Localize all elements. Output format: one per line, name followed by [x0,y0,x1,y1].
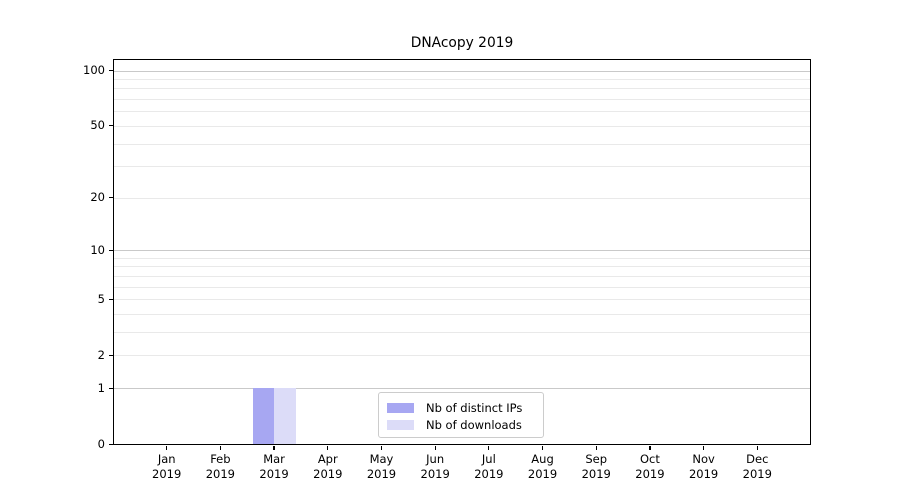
x-tick-mark [649,445,651,450]
legend: Nb of distinct IPs Nb of downloads [378,392,544,438]
gridline-minor [114,88,810,90]
x-tick-mark [756,445,758,450]
x-tick-label: Dec 2019 [742,451,772,481]
x-tick-label: Sep 2019 [581,451,611,481]
x-tick-label: Nov 2019 [688,451,719,481]
y-tick-label: 50 [90,118,105,133]
x-tick-label: May 2019 [366,451,397,481]
x-tick-mark [488,445,490,450]
gridline-minor [114,299,810,301]
gridline-minor [114,78,810,80]
gridline-major [114,250,810,252]
x-tick-label: Mar 2019 [259,451,289,481]
gridline-minor [114,197,810,199]
x-tick-label: Jun 2019 [420,451,450,481]
x-tick-label: Jul 2019 [474,451,504,481]
y-tick-mark [108,69,113,72]
x-tick-mark [703,445,705,450]
legend-label-distinct-ips: Nb of distinct IPs [426,400,523,415]
x-tick-label: Oct 2019 [635,451,665,481]
gridline-major [114,70,810,72]
legend-swatch-distinct-ips [387,402,414,413]
y-tick-label: 1 [97,380,105,395]
y-tick-label: 100 [83,63,105,77]
legend-row-downloads: Nb of downloads [387,416,543,433]
x-tick-mark [219,445,221,450]
gridline-minor [114,143,810,145]
x-tick-label: Aug 2019 [527,451,558,481]
gridline-minor [114,257,810,259]
legend-label-downloads: Nb of downloads [426,417,522,432]
gridline-minor [114,275,810,277]
y-tick-mark [108,298,113,300]
gridline-minor [114,314,810,316]
x-tick-mark [595,445,597,450]
gridline-minor [114,286,810,288]
x-tick-mark [541,445,544,450]
y-tick-mark [108,249,113,251]
bar-downloads [274,388,296,445]
legend-swatch-downloads [387,419,414,430]
gridline-major [114,388,810,390]
y-tick-label: 0 [97,437,105,451]
legend-row-distinct-ips: Nb of distinct IPs [387,399,543,416]
chart-title: DNAcopy 2019 [410,35,514,51]
gridline-minor [114,266,810,268]
gridline-minor [114,111,810,113]
x-tick-mark [166,445,168,450]
x-tick-label: Feb 2019 [205,451,236,481]
y-tick-mark [108,125,113,127]
x-tick-label: Jan 2019 [152,451,182,481]
plot-area [113,59,811,445]
y-tick-mark [108,354,113,357]
x-tick-mark [380,445,383,450]
x-tick-label: Apr 2019 [313,451,343,481]
gridline-minor [114,166,810,168]
y-tick-label: 20 [90,190,105,205]
gridline-minor [114,125,810,127]
y-tick-label: 10 [90,242,105,257]
y-tick-mark [108,387,113,389]
gridline-minor [114,332,810,334]
y-tick-mark [108,443,113,446]
x-tick-mark [273,445,275,450]
y-tick-label: 5 [97,291,105,306]
y-tick-label: 2 [97,347,105,362]
x-tick-mark [327,445,329,450]
bar-distinct-ips [252,388,275,445]
gridline-minor [114,355,810,357]
gridline-minor [114,99,810,101]
x-tick-mark [434,445,436,450]
y-tick-mark [108,197,113,199]
